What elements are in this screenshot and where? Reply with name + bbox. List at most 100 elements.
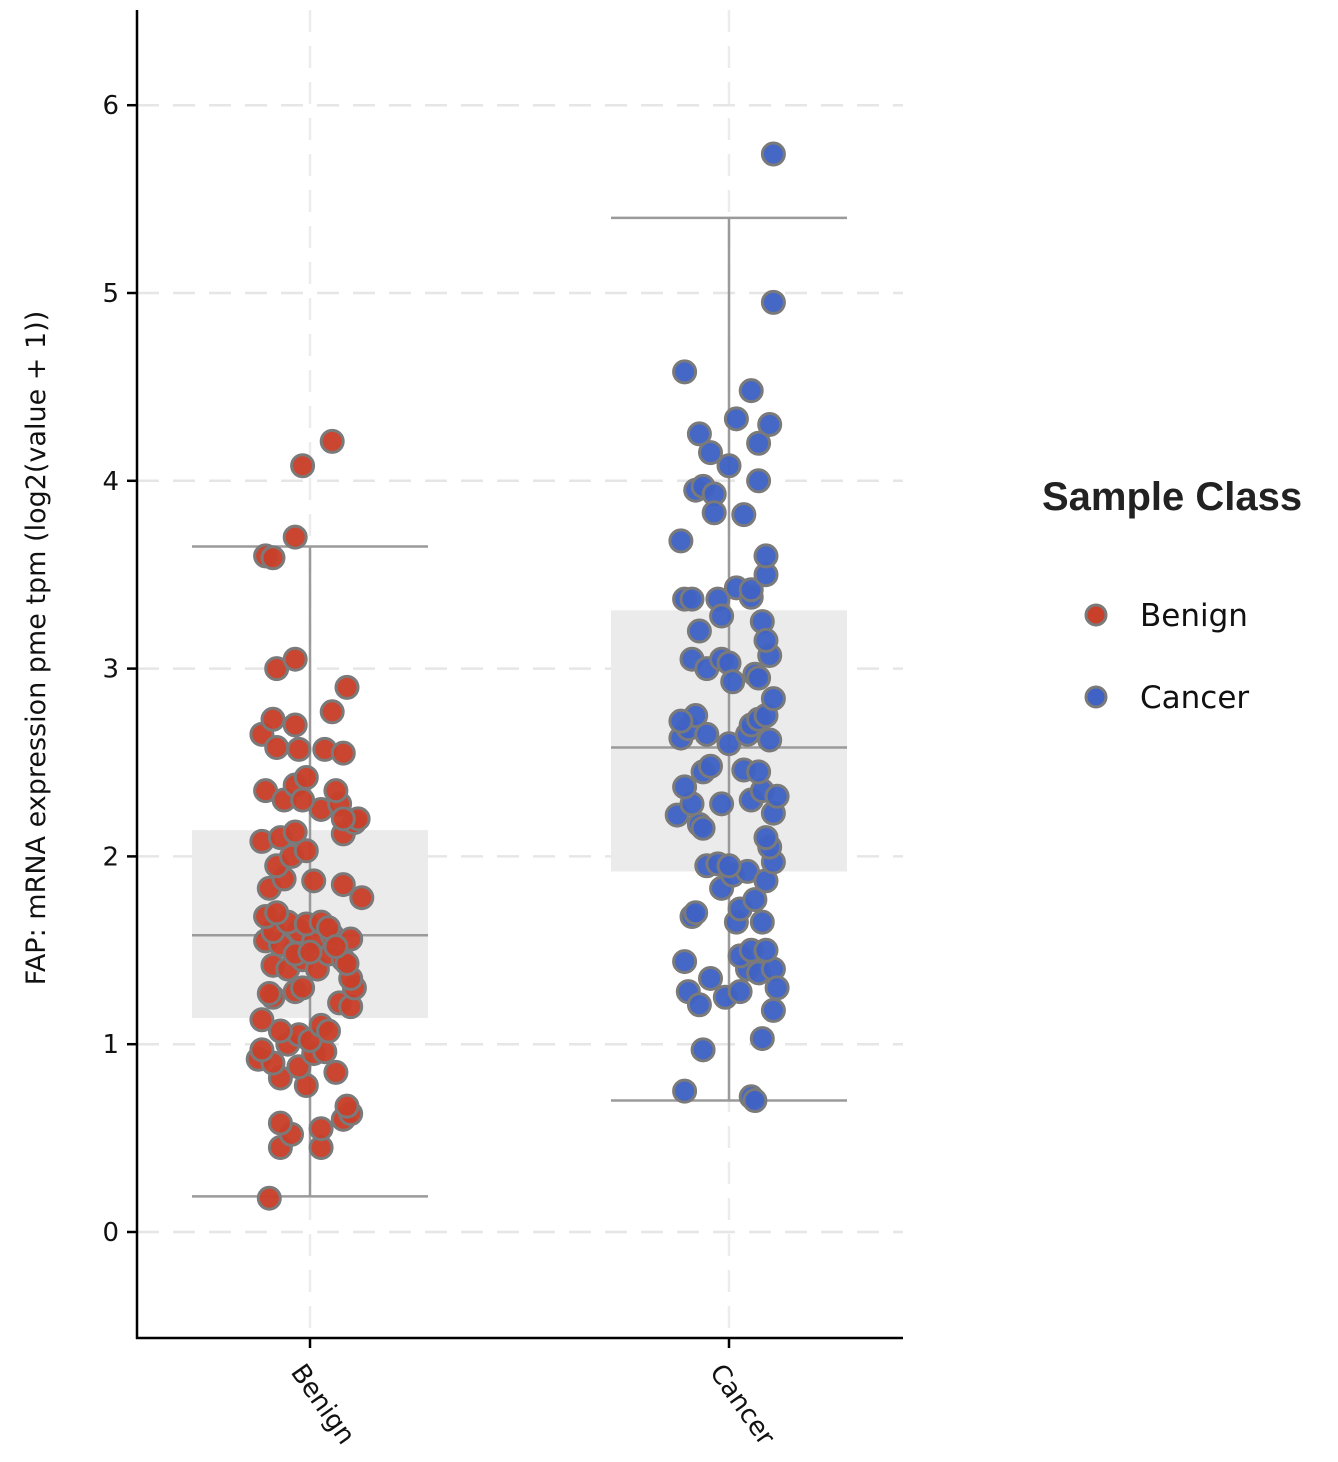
data-point-cancer [738,378,764,404]
data-point-cancer [746,430,772,456]
data-point-cancer [738,577,764,603]
data-point-benign [290,453,316,479]
data-point-cancer [686,421,712,447]
data-point-benign [334,950,360,976]
data-point-cancer [760,686,786,712]
data-point-benign [330,872,356,898]
data-point-benign [264,900,290,926]
data-point-cancer [742,1088,768,1114]
data-point-benign [349,885,375,911]
data-point-cancer [746,468,772,494]
data-point-benign [267,1018,293,1044]
data-point-cancer [753,937,779,963]
data-point-benign [293,765,319,791]
point-layer [245,141,790,1211]
data-point-cancer [694,721,720,747]
y-tick-label: 1 [102,1030,119,1060]
data-point-benign [249,1037,275,1063]
data-point-cancer [686,992,712,1018]
data-point-cancer [683,900,709,926]
data-point-cancer [746,665,772,691]
data-point-cancer [672,1078,698,1104]
data-point-benign [282,712,308,738]
legend-swatch [1084,685,1108,709]
data-point-benign [323,778,349,804]
data-point-cancer [720,669,746,695]
legend-label: Cancer [1140,680,1249,716]
y-tick-label: 4 [102,467,119,497]
y-tick-label: 0 [102,1218,119,1248]
data-point-benign [256,980,282,1006]
data-point-cancer [716,853,742,879]
y-tick-label: 3 [102,655,119,685]
data-point-benign [319,699,345,725]
data-point-benign [264,734,290,760]
y-tick-label: 2 [102,842,119,872]
y-axis-title: FAP: mRNA expression pme tpm (log2(value… [21,311,52,985]
data-point-benign [260,545,286,571]
data-point-benign [249,1007,275,1033]
data-point-cancer [672,774,698,800]
data-point-cancer [698,440,723,466]
data-point-cancer [749,909,775,935]
data-point-cancer [731,502,757,528]
data-point-cancer [668,708,694,734]
data-point-cancer [764,783,790,809]
data-point-cancer [760,289,786,315]
data-point-benign [323,1059,349,1085]
data-point-cancer [679,586,705,612]
data-point-cancer [760,141,786,167]
data-point-benign [297,939,323,965]
data-point-benign [260,706,286,732]
data-point-cancer [746,759,772,785]
data-point-benign [334,1093,360,1119]
data-point-benign [319,428,345,454]
x-tick-label: Cancer [703,1359,780,1451]
data-point-cancer [757,411,783,437]
data-point-benign [301,868,327,894]
legend-title: Sample Class [1042,475,1302,519]
data-point-cancer [723,406,749,432]
legend-swatch [1084,603,1108,627]
data-point-benign [308,1116,334,1142]
data-point-cancer [757,727,783,753]
y-tick-label: 5 [102,279,119,309]
data-point-benign [256,1185,282,1211]
data-point-benign [323,934,349,960]
data-point-benign [290,975,316,1001]
legend: Benign Cancer [1084,598,1249,716]
data-point-cancer [690,1037,716,1063]
data-point-benign [330,806,356,832]
data-point-benign [293,838,319,864]
data-point-benign [290,787,316,813]
data-point-cancer [672,949,698,975]
data-point-cancer [753,627,779,653]
data-point-cancer [698,753,723,779]
data-point-cancer [668,528,694,554]
data-point-cancer [698,965,723,991]
data-point-benign [282,646,308,672]
data-point-benign [316,1018,341,1044]
y-tick-label: 6 [102,91,119,121]
data-point-cancer [690,815,716,841]
data-point-benign [330,740,356,766]
data-point-cancer [753,825,779,851]
legend-label: Benign [1140,598,1248,634]
data-point-cancer [701,500,727,526]
data-point-cancer [760,997,786,1023]
data-point-cancer [742,887,768,913]
x-tick-label: Benign [284,1359,361,1450]
data-point-benign [267,1110,293,1136]
data-point-benign [282,524,308,550]
data-point-benign [282,819,308,845]
data-point-cancer [716,453,742,479]
data-point-benign [286,736,312,762]
data-point-cancer [764,975,790,1001]
data-point-cancer [686,618,712,644]
data-point-benign [334,674,360,700]
data-point-cancer [749,1026,775,1052]
data-point-cancer [672,359,698,385]
data-point-cancer [709,603,735,629]
data-point-cancer [727,979,753,1005]
